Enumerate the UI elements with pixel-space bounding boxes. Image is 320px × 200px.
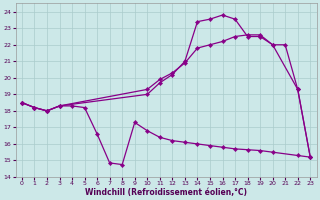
X-axis label: Windchill (Refroidissement éolien,°C): Windchill (Refroidissement éolien,°C) [85, 188, 247, 197]
